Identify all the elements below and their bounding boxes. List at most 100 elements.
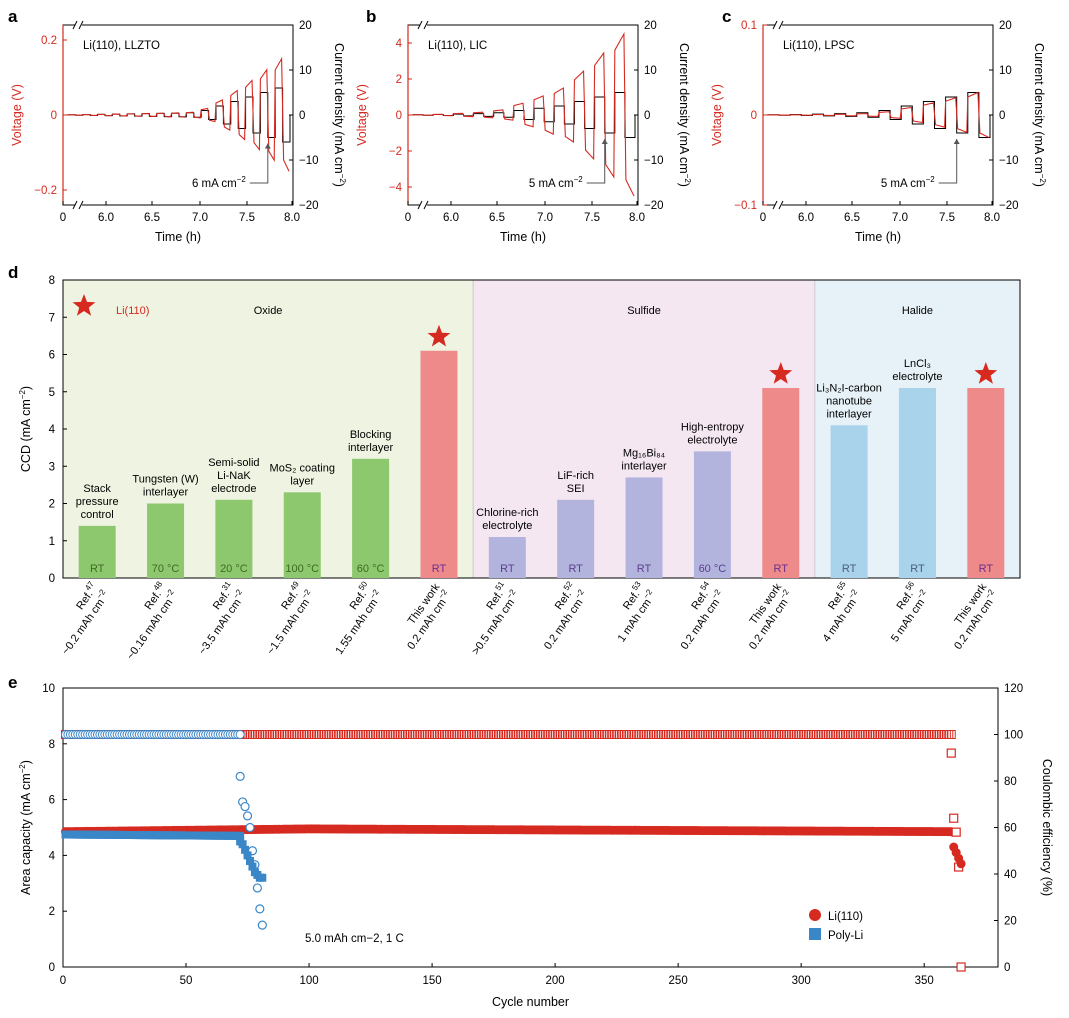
panel-e-li110-ce-point-326 — [860, 730, 870, 739]
panel-e-li110-ce-point-197 — [543, 730, 553, 739]
panel-d-ytick-label-4: 4 — [49, 424, 56, 436]
panel-e-li110-ce-point-123 — [361, 730, 371, 739]
panel-c-ytick-right-label-4: 20 — [999, 20, 1012, 32]
panel-e-li110-ce-point-117 — [346, 730, 356, 739]
panel-e-polyli-ce-tail-0 — [235, 771, 245, 781]
panel-e-li110-ce-point-352 — [924, 730, 934, 739]
panel-e-li110-ce-point-223 — [607, 730, 617, 739]
panel-e-li110-ce-point-144 — [412, 730, 422, 739]
panel-e-polyli-ce-tail-9 — [257, 920, 267, 930]
panel-c-arrow-head — [953, 139, 960, 144]
panel-d-bar-0 — [78, 525, 116, 578]
panel-e-li110-ce-point-204 — [560, 730, 570, 739]
panel-d-ylabel: CCD (mA cm−2) — [18, 386, 33, 472]
panel-e-li110-ce-point-101 — [307, 730, 317, 739]
panel-d-bar-label-4-0: Blocking — [350, 429, 392, 441]
panel-e-li110-ce-point-196 — [540, 730, 550, 739]
panel-e-li110-ce-point-292 — [776, 730, 786, 739]
panel-a-ytick-left-label-2: 0.2 — [41, 35, 57, 47]
panel-a-voltage-plot: 0 6.0 6.5 7.0 7.5 8.0 Time (h) −0.2 0 0.2 Voltage … — [10, 20, 347, 244]
panel-b-ylabel-left: Voltage (V) — [355, 84, 369, 146]
panel-d-ytick-label-2: 2 — [49, 499, 55, 511]
panel-e-xtick-label-7: 350 — [915, 975, 934, 987]
panel-d-ref-label-8: Ref.531 mAh cm−2 — [616, 579, 655, 644]
panel-a-ylabel-right: Current density (mA cm−2) — [332, 43, 347, 187]
panel-e-li110-ce-point-269 — [720, 730, 730, 739]
panel-d-bar-temp-3: 100 °C — [285, 563, 319, 575]
panel-d-bar-label-0-2: control — [81, 509, 114, 521]
panel-e-li110-ce-point-137 — [395, 730, 405, 739]
panel-d-bar-temp-13: RT — [979, 563, 994, 575]
panel-e-li110-ce-point-230 — [624, 730, 634, 739]
panel-e-li110-ce-point-318 — [840, 730, 850, 739]
panel-e-li110-ce-point-324 — [855, 730, 865, 739]
panel-e-li110-ce-point-325 — [858, 730, 868, 739]
panel-b-ylabel-right: Current density (mA cm−2) — [677, 43, 692, 187]
panel-e-li110-ce-point-250 — [673, 730, 683, 739]
panel-e-li110-ce-point-78 — [250, 730, 260, 739]
panel-c-break-gap-0 — [775, 21, 782, 29]
panel-e-li110-ce-point-281 — [749, 730, 759, 739]
panel-d-bar-label-4-1: interlayer — [348, 442, 394, 454]
panel-a-ytick-left-label-0: −0.2 — [34, 185, 57, 197]
panel-e-li110-ce-point-356 — [934, 730, 944, 739]
panel-e-li110-ce-point-161 — [454, 730, 464, 739]
panel-e-ytick-right-label-4: 80 — [1004, 776, 1017, 788]
panel-e-li110-ce-point-180 — [501, 730, 511, 739]
panel-e-li110-ce-point-218 — [594, 730, 604, 739]
panel-b-xtick-label-4: 7.5 — [584, 212, 600, 224]
panel-e-li110-ce-point-202 — [555, 730, 565, 739]
panel-e-ytick-right-label-3: 60 — [1004, 823, 1017, 835]
panel-e-li110-ce-point-116 — [343, 730, 353, 739]
panel-e-li110-ce-point-349 — [917, 730, 927, 739]
panel-e-li110-ce-point-270 — [722, 730, 732, 739]
panel-e-li110-ce-point-242 — [653, 730, 663, 739]
panel-e-li110-ce-point-83 — [262, 730, 272, 739]
panel-e-li110-ce-point-99 — [302, 730, 312, 739]
panel-e-li110-ce-point-257 — [690, 730, 700, 739]
panel-d-ref-label-6: Ref.51>0.5 mAh cm−2 — [470, 579, 518, 657]
panel-a-break-mark-a0 — [72, 20, 78, 30]
panel-d-ref-label-7: Ref.520.2 mAh cm−2 — [542, 579, 586, 652]
panel-e-li110-ce-point-139 — [400, 730, 410, 739]
panel-label-d: d — [8, 263, 18, 282]
panel-e-polyli-ce-tail-2 — [240, 801, 250, 812]
panel-e-li110-ce-point-188 — [521, 730, 531, 739]
panel-e-polyli-capacity-tail-1 — [238, 840, 247, 849]
panel-e-li110-ce-point-255 — [685, 730, 695, 739]
panel-c-arrow-line — [938, 139, 958, 184]
panel-e-li110-ce-point-194 — [535, 730, 545, 739]
panel-e-li110-ce-point-312 — [826, 730, 836, 739]
panel-d-bar-temp-11: RT — [842, 563, 857, 575]
panel-e-li110-ce-point-360 — [944, 730, 954, 739]
panel-e-li110-ce-point-191 — [528, 730, 538, 739]
panel-e-ytick-right-label-1: 20 — [1004, 916, 1017, 928]
panel-e-polyli-capacity-tail-4 — [246, 856, 254, 865]
panel-e-li110-ce-point-253 — [681, 730, 691, 739]
panel-e-li110-ce-point-208 — [570, 730, 580, 739]
panel-a-arrow-head — [264, 143, 271, 149]
panel-e-li110-ce-point-304 — [806, 730, 816, 739]
panel-e-li110-ce-point-195 — [538, 730, 548, 739]
panel-e-li110-ce-point-296 — [786, 730, 796, 739]
panel-e-li110-ce-point-249 — [671, 730, 681, 739]
panel-d-bar-temp-0: RT — [90, 563, 105, 575]
panel-e-li110-ce-point-288 — [767, 730, 777, 739]
panel-e-li110-ce-point-300 — [796, 730, 806, 739]
panel-e-li110-ce-point-87 — [272, 730, 282, 739]
panel-e-li110-ce-point-150 — [427, 730, 437, 739]
panel-a-xtick-label-0: 0 — [60, 212, 66, 224]
panel-e-li110-ce-point-303 — [804, 730, 814, 739]
panel-e-li110-ce-point-207 — [567, 730, 577, 739]
panel-e-ylabel-right: Coulombic efficiency (%) — [1040, 759, 1054, 896]
panel-e-li110-ce-point-271 — [725, 730, 735, 739]
panel-d-ref-label-0: Ref.47~0.2 mAh cm−2 — [60, 579, 108, 657]
panel-e-li110-ce-point-236 — [639, 730, 649, 739]
panel-e-li110-ce-point-159 — [449, 730, 459, 739]
panel-label-c: c — [722, 7, 731, 26]
panel-e-li110-ce-point-85 — [267, 730, 277, 739]
panel-e-xtick-label-6: 300 — [792, 975, 811, 987]
panel-e-li110-ce-point-143 — [410, 730, 420, 739]
